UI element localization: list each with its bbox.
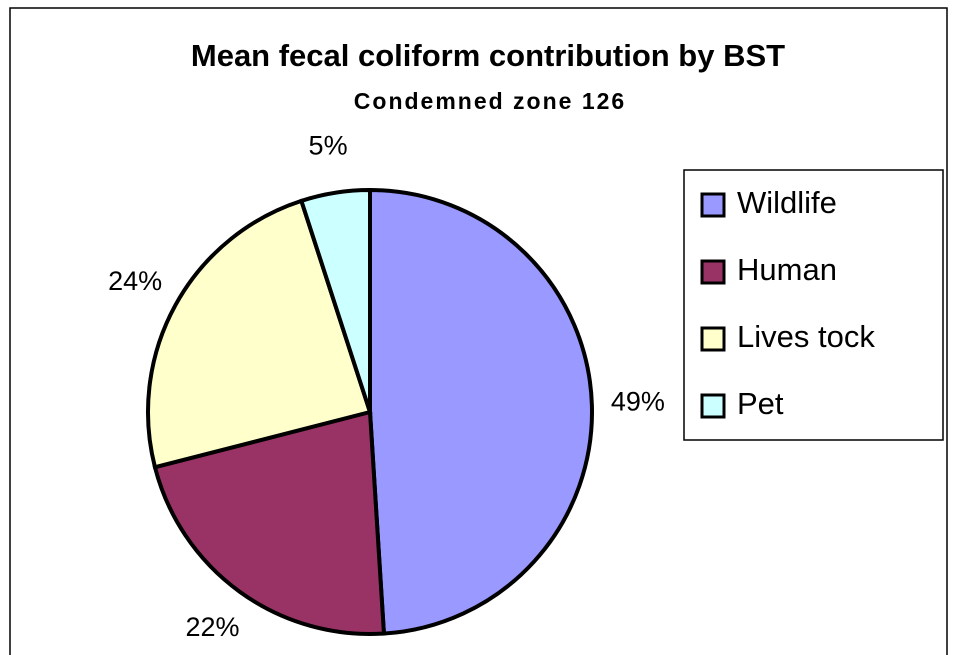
legend-label: Lives tock <box>737 319 875 354</box>
pie-slice <box>298 187 372 413</box>
data-label: 22% <box>185 612 239 642</box>
legend-swatch <box>700 259 726 285</box>
pie-slice <box>152 409 387 636</box>
data-label: 5% <box>309 130 348 160</box>
legend-swatch <box>700 326 726 352</box>
legend-label: Human <box>737 252 837 287</box>
legend-label: Pet <box>737 386 784 421</box>
legend-swatch <box>700 393 726 419</box>
legend-label: Wildlife <box>737 185 837 220</box>
legend <box>683 169 944 441</box>
chart-title: Mean fecal coliform contribution by BST <box>191 38 785 73</box>
chart-subtitle: Condemned zone 126 <box>354 88 626 114</box>
data-label: 24% <box>108 266 162 296</box>
pie-slice <box>146 198 373 470</box>
data-label: 49% <box>611 387 665 417</box>
legend-swatch <box>700 192 726 218</box>
pie-slice <box>368 187 594 636</box>
